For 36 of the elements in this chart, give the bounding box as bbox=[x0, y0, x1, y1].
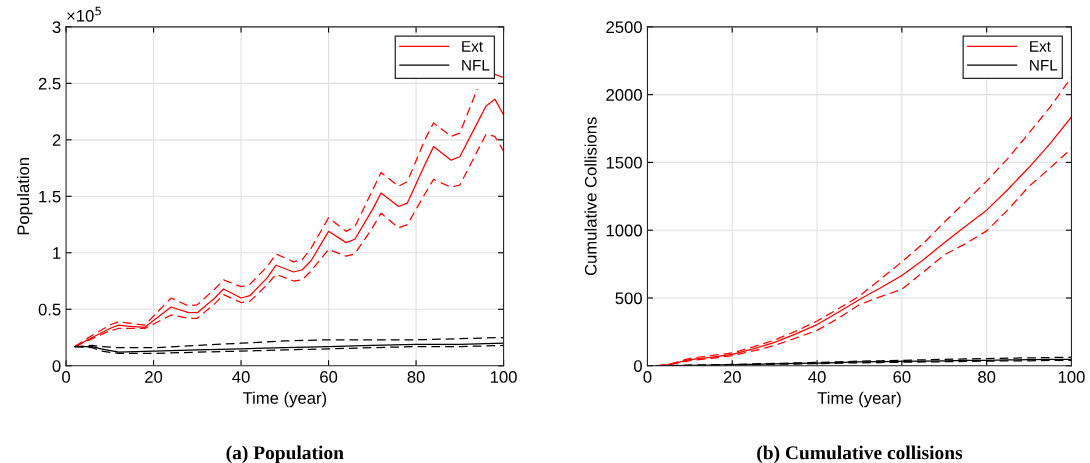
x-tick-label: 40 bbox=[808, 371, 826, 383]
y-tick-label: 0 bbox=[633, 360, 642, 372]
x-tick-label: 80 bbox=[407, 371, 425, 383]
x-axis-title: Time (year) bbox=[817, 391, 901, 408]
y-axis-title: Cumulative Collisions bbox=[584, 117, 597, 276]
y-tick-label: 1 bbox=[53, 247, 61, 259]
y-axis-title: Population bbox=[16, 158, 33, 235]
y-tick-label: 1500 bbox=[606, 156, 642, 169]
x-tick-label: 60 bbox=[320, 371, 338, 383]
y-tick-label: 0.5 bbox=[38, 303, 61, 316]
y-tick-label: 2000 bbox=[606, 89, 642, 101]
x-tick-label: 0 bbox=[643, 371, 652, 383]
x-tick-label: 60 bbox=[893, 371, 911, 383]
legend-label: Ext bbox=[1030, 41, 1051, 52]
y-tick-label: 500 bbox=[615, 292, 642, 305]
legend-label: NFL bbox=[462, 59, 490, 71]
x-tick-label: 20 bbox=[723, 371, 741, 383]
x-axis-title: Time (year) bbox=[242, 391, 327, 408]
y-tick-label: 2 bbox=[52, 134, 61, 146]
y-tick-label: 0 bbox=[52, 360, 61, 372]
y-tick-label: 2.5 bbox=[38, 77, 61, 90]
x-tick-label: 40 bbox=[232, 371, 250, 383]
y-tick-label: 1000 bbox=[606, 224, 642, 237]
y-tick-label: 1.5 bbox=[39, 190, 61, 203]
x-tick-label: 100 bbox=[1058, 371, 1085, 383]
legend-label: NFL bbox=[1030, 59, 1058, 71]
y-tick-label: 2500 bbox=[606, 21, 642, 34]
text: (a) Population bbox=[226, 445, 344, 463]
x-tick-label: 20 bbox=[145, 371, 163, 383]
text: (b) Cumulative collisions bbox=[757, 445, 963, 463]
y-tick-label: 3 bbox=[52, 21, 61, 34]
x-tick-label: 0 bbox=[62, 371, 71, 383]
x-tick-label: 80 bbox=[978, 371, 996, 383]
legend-label: Ext bbox=[462, 41, 483, 52]
x-tick-label: 100 bbox=[490, 371, 517, 383]
text: ×10$^{5}$ bbox=[67, 6, 101, 22]
